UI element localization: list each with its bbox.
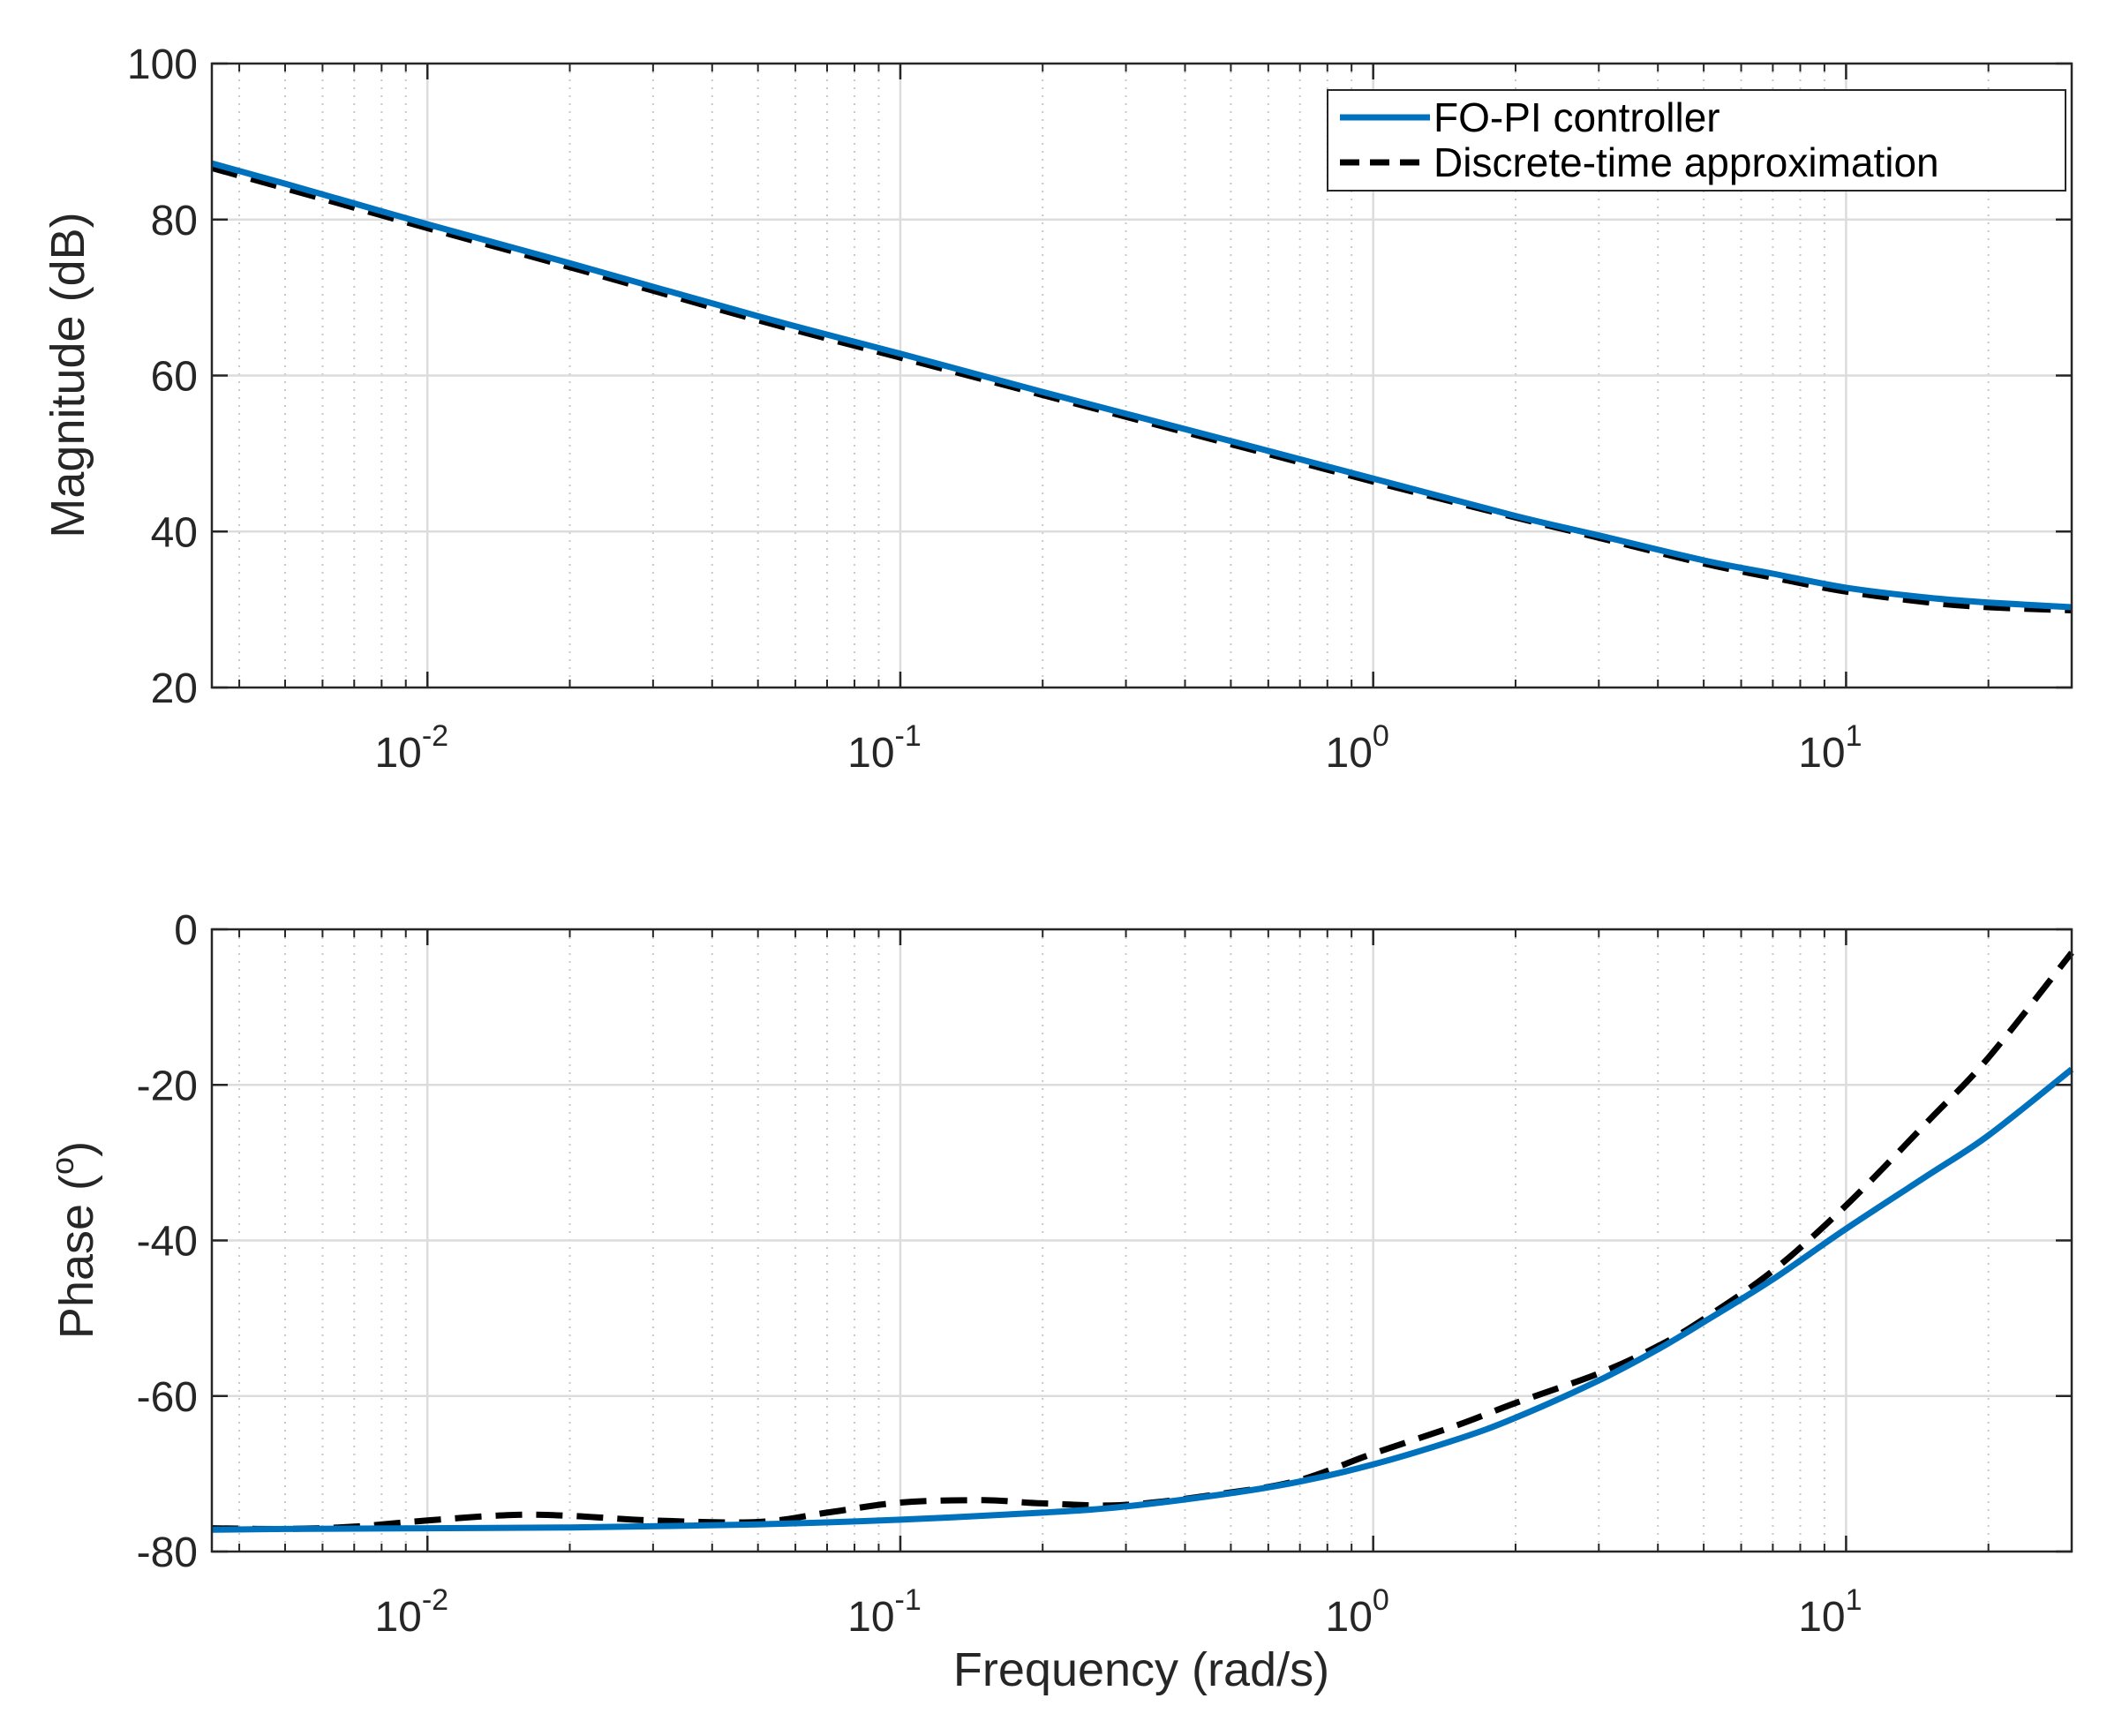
phase-ytick-label: -80 (137, 1529, 198, 1576)
phase-xtick-label: 100 (1326, 1583, 1389, 1641)
magnitude-xtick-label: 10-1 (847, 719, 922, 777)
phase-xtick-label: 10-1 (847, 1583, 922, 1641)
magnitude-ytick-label: 20 (151, 665, 198, 712)
magnitude-ytick-label: 80 (151, 198, 198, 244)
magnitude-ticks: 10-2 10-1 100 101 20 40 60 80 100 (127, 41, 2072, 777)
phase-ytick-label: 0 (174, 907, 198, 954)
magnitude-xtick-label: 100 (1326, 719, 1389, 777)
magnitude-series-discrete-time-approximation (211, 165, 2073, 613)
magnitude-xtick-label: 101 (1798, 719, 1862, 777)
phase-ytick-label: -40 (137, 1219, 198, 1266)
phase-grid (212, 929, 2072, 1552)
magnitude-ylabel: Magnitude (dB) (41, 212, 94, 537)
magnitude-ytick-label: 40 (151, 509, 198, 556)
phase-xtick-label: 101 (1798, 1583, 1862, 1641)
magnitude-ytick-label: 100 (127, 41, 198, 88)
magnitude-ytick-label: 60 (151, 354, 198, 401)
phase-xtick-label: 10-2 (374, 1583, 448, 1641)
phase-plot: 10-2 10-1 100 101 -80 -60 -40 -20 0 Phase (o) Fr… (44, 907, 2074, 1696)
legend-label-discrete: Discrete-time approximation (1434, 139, 1939, 185)
legend-box (1327, 89, 2066, 192)
legend: FO-PI controller Discrete-time approxima… (1327, 89, 2066, 192)
phase-series (211, 951, 2074, 1533)
phase-xlabel: Frequency (rad/s) (953, 1643, 1329, 1696)
magnitude-series (211, 160, 2073, 613)
phase-series-fo-pi-controller (211, 1066, 2074, 1533)
phase-ytick-label: -60 (137, 1374, 198, 1421)
magnitude-xtick-label: 10-2 (374, 719, 448, 777)
phase-ticks: 10-2 10-1 100 101 -80 -60 -40 -20 0 (137, 907, 2072, 1641)
phase-ytick-label: -20 (137, 1063, 198, 1109)
magnitude-series-fo-pi-controller (211, 160, 2073, 611)
legend-label-fo-pi: FO-PI controller (1434, 94, 1720, 140)
magnitude-plot: 10-2 10-1 100 101 20 40 60 80 100 FO-PI controll… (41, 41, 2073, 777)
phase-ylabel: Phase (o) (44, 1141, 103, 1339)
